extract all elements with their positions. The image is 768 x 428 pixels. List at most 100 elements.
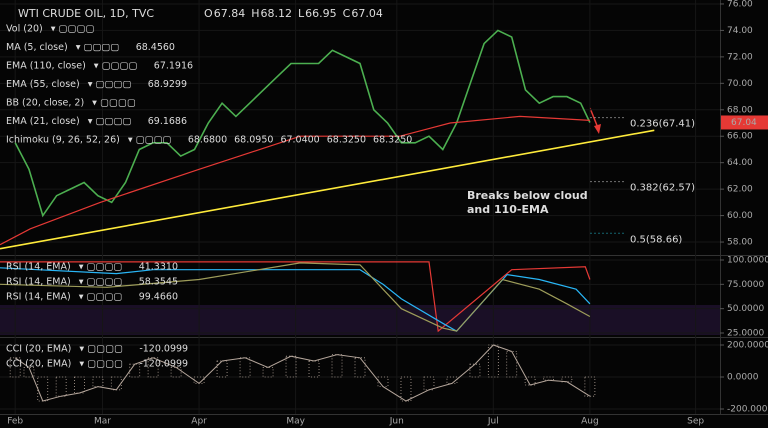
legend-value: 68.6800 — [188, 135, 227, 146]
last-price-box — [721, 115, 768, 130]
series-line — [14, 29, 591, 218]
arrow-head — [594, 124, 601, 134]
legend-name: MA (5, close) — [6, 42, 68, 53]
ohlc-value: 68.12 — [261, 7, 293, 20]
legend-value: -120.0999 — [139, 359, 188, 370]
cci-line — [14, 344, 591, 402]
x-tick-label: May — [286, 417, 305, 427]
histogram-bar — [285, 355, 297, 378]
fib-label: 0.382(62.57) — [630, 183, 695, 194]
y-tick-label: 64.00 — [727, 158, 753, 168]
y-tick-label: 58.00 — [727, 238, 753, 248]
legend-name: CCI (20, EMA) — [6, 344, 71, 355]
legend-value: -120.0999 — [139, 344, 188, 355]
histogram-bar — [561, 376, 573, 383]
legend-icons: ▾ ▢▢▢▢ — [92, 98, 136, 109]
histogram-bar — [55, 376, 67, 397]
histogram-bar — [239, 357, 251, 378]
legend-icons: ▾ ▢▢▢▢ — [128, 135, 172, 146]
fib-label: 0.5(58.66) — [630, 234, 682, 245]
legend-name: EMA (55, close) — [6, 79, 80, 90]
legend-icons: ▾ ▢▢▢▢ — [94, 61, 138, 72]
legend-name: BB (20, close, 2) — [6, 98, 84, 109]
ohlc-name: L — [298, 7, 305, 20]
x-tick-label: Apr — [191, 417, 207, 427]
series-line — [0, 262, 591, 332]
legend-icons: ▾ ▢▢▢▢ — [79, 262, 123, 273]
x-tick-label: Mar — [94, 417, 111, 427]
legend-value: 41.3310 — [139, 262, 178, 273]
y-tick-label: 25.0000 — [727, 329, 764, 339]
legend-value: 68.3250 — [373, 135, 412, 146]
legend-value: 99.4660 — [139, 292, 178, 303]
ohlc-name: H — [251, 7, 259, 20]
legend-name: CCI (20, EMA) — [6, 359, 71, 370]
ohlc-value: 67.04 — [351, 7, 383, 20]
legend-name: RSI (14, EMA) — [6, 262, 71, 273]
histogram-bar — [584, 376, 596, 397]
y-tick-label: 75.0000 — [727, 280, 764, 290]
legend-value: 67.1916 — [154, 61, 193, 72]
chart-title: WTI CRUDE OIL, 1D, TVC — [18, 7, 154, 20]
legend-name: Vol (20) — [6, 24, 43, 35]
ohlc-value: 66.95 — [305, 7, 337, 20]
x-tick-label: Sep — [687, 417, 704, 427]
y-tick-label: 62.00 — [727, 185, 753, 195]
y-tick-label: 72.00 — [727, 52, 753, 62]
legend-name: Ichimoku (9, 26, 52, 26) — [6, 135, 120, 146]
rsi-band — [0, 305, 720, 335]
y-tick-label: 70.00 — [727, 79, 753, 89]
legend-name: EMA (21, close) — [6, 116, 80, 127]
series-line — [0, 267, 591, 332]
legend-value: 67.0400 — [280, 135, 319, 146]
legend-icons: ▾ ▢▢▢▢ — [79, 344, 123, 355]
legend-icons: ▾ ▢▢▢▢ — [79, 359, 123, 370]
ohlc-name: O — [204, 7, 213, 20]
x-tick-label: Aug — [581, 417, 599, 427]
histogram-bar — [354, 357, 366, 378]
y-tick-label: 50.0000 — [727, 304, 764, 314]
histogram-bar — [147, 357, 159, 378]
legend-value: 58.3545 — [139, 277, 178, 288]
legend-value: 68.3250 — [327, 135, 366, 146]
legend-value: 69.1686 — [148, 116, 187, 127]
y-tick-label: 76.00 — [727, 0, 753, 9]
trendline — [0, 129, 655, 250]
legend-name: RSI (14, EMA) — [6, 292, 71, 303]
y-tick-label: 200.0000 — [727, 341, 768, 351]
legend-icons: ▾ ▢▢▢▢ — [76, 42, 120, 53]
x-tick-label: Feb — [7, 417, 23, 427]
histogram-bar — [469, 363, 481, 378]
series-line — [0, 115, 590, 246]
legend-icons: ▾ ▢▢▢▢ — [79, 292, 123, 303]
legend-icons: ▾ ▢▢▢▢ — [51, 24, 95, 35]
annotation: and 110-EMA — [467, 203, 549, 216]
histogram-bar — [9, 357, 21, 378]
legend-icons: ▾ ▢▢▢▢ — [79, 277, 123, 288]
histogram-bar — [216, 360, 228, 378]
x-tick-label: Jun — [389, 417, 404, 427]
x-tick-label: Jul — [487, 417, 499, 427]
histogram-bar — [262, 366, 274, 378]
legend-value: 68.0950 — [234, 135, 273, 146]
y-tick-label: -200.0000 — [727, 405, 768, 415]
series-line — [0, 261, 591, 333]
legend-name: RSI (14, EMA) — [6, 277, 71, 288]
histogram-bar — [23, 366, 35, 378]
legend-icons: ▾ ▢▢▢▢ — [88, 79, 132, 90]
histogram-bar — [308, 360, 320, 378]
legend-icons: ▾ ▢▢▢▢ — [88, 116, 132, 127]
y-tick-label: 66.00 — [727, 132, 753, 142]
y-tick-label: 68.00 — [727, 105, 753, 115]
histogram-bar — [170, 366, 182, 378]
legend-name: EMA (110, close) — [6, 61, 86, 72]
legend-value: 68.9299 — [148, 79, 187, 90]
histogram-bar — [331, 354, 343, 378]
legend-value: 68.4560 — [136, 42, 175, 53]
ohlc-name: C — [343, 7, 351, 20]
y-tick-label: 0.0000 — [727, 373, 759, 383]
y-tick-label: 74.00 — [727, 26, 753, 36]
annotation: Breaks below cloud — [467, 189, 588, 202]
